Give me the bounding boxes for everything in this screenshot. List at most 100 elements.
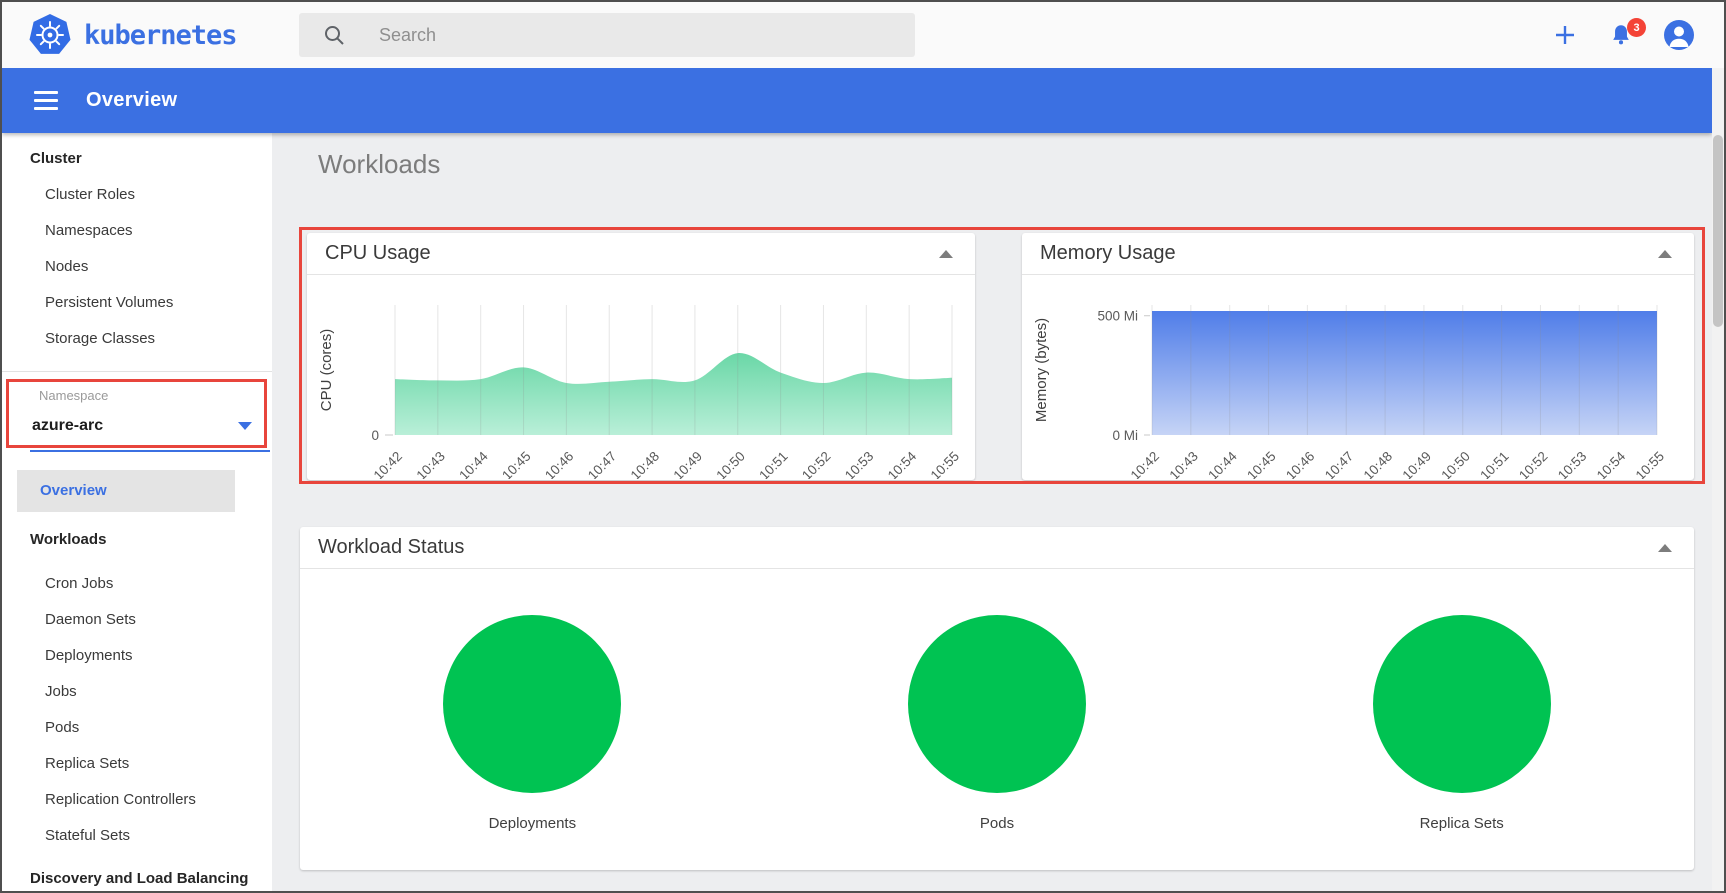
search-icon <box>325 26 344 45</box>
svg-text:10:44: 10:44 <box>456 448 491 479</box>
content-title: Workloads <box>318 149 441 179</box>
svg-text:10:55: 10:55 <box>928 449 963 479</box>
svg-text:10:49: 10:49 <box>1400 449 1435 479</box>
status-pie-deployments <box>443 615 622 793</box>
sidebar-item-cluster-roles[interactable]: Cluster Roles <box>45 186 136 203</box>
workload-status-deployments: Deployments <box>300 569 765 869</box>
svg-text:10:48: 10:48 <box>1361 449 1396 479</box>
svg-text:10:49: 10:49 <box>671 449 706 479</box>
workload-status-card-header: Workload Status <box>300 527 1694 569</box>
svg-text:10:50: 10:50 <box>713 449 748 479</box>
memory-usage-card-header: Memory Usage <box>1022 233 1694 275</box>
svg-text:10:47: 10:47 <box>1322 449 1357 479</box>
collapse-memory-button[interactable] <box>1654 246 1676 262</box>
svg-text:10:45: 10:45 <box>499 449 534 479</box>
collapse-cpu-button[interactable] <box>935 246 957 262</box>
sidebar-section-cluster: Cluster <box>30 150 82 167</box>
workload-status-card: Workload Status Deployments Pods Replica S… <box>300 527 1694 870</box>
sidebar-item-persistent-volumes[interactable]: Persistent Volumes <box>45 294 174 311</box>
namespace-select-value-row[interactable]: azure-arc <box>2 408 272 444</box>
namespace-select-value: azure-arc <box>32 417 104 434</box>
workload-status-title: Workload Status <box>318 536 465 558</box>
svg-text:10:54: 10:54 <box>1594 448 1629 479</box>
notifications-badge: 3 <box>1627 18 1646 37</box>
account-button[interactable] <box>1664 20 1694 50</box>
kubernetes-home-link[interactable]: kubernetes <box>28 13 238 57</box>
cpu-usage-y-axis-label: CPU (cores) <box>318 329 335 412</box>
memory-usage-y-axis-label: Memory (bytes) <box>1033 318 1050 422</box>
cpu-usage-chart-area: 10:42 10:43 10:44 10:45 10:46 10:47 10:48 10:49… <box>307 275 975 479</box>
sidebar-item-deployments[interactable]: Deployments <box>45 647 133 664</box>
create-button[interactable] <box>1552 22 1578 48</box>
sidebar-item-jobs[interactable]: Jobs <box>45 683 77 700</box>
namespace-select-label: Namespace <box>39 388 109 403</box>
sidebar: Cluster Cluster Roles Namespaces Nodes Pers… <box>2 133 272 891</box>
sidebar-workloads-items: Cron Jobs Daemon Sets Deployments Jobs Pods R… <box>2 566 272 854</box>
menu-button[interactable] <box>32 91 60 110</box>
topbar-actions: 3 <box>1552 2 1694 68</box>
kubernetes-logo-icon <box>29 14 71 54</box>
sidebar-item-namespaces[interactable]: Namespaces <box>45 222 133 239</box>
collapse-arrow-icon <box>1658 543 1672 552</box>
sidebar-item-overview[interactable]: Overview <box>17 470 235 512</box>
memory-usage-title: Memory Usage <box>1040 242 1176 264</box>
user-avatar-icon <box>1664 20 1694 50</box>
svg-text:10:50: 10:50 <box>1438 449 1473 479</box>
sidebar-section-discovery: Discovery and Load Balancing <box>30 870 249 887</box>
bell-icon <box>1613 25 1629 45</box>
sidebar-item-replica-sets[interactable]: Replica Sets <box>45 755 130 772</box>
svg-text:10:47: 10:47 <box>585 449 620 479</box>
namespace-select-underline <box>30 450 270 452</box>
svg-text:10:44: 10:44 <box>1205 448 1240 479</box>
search-input[interactable] <box>379 24 819 46</box>
sidebar-item-nodes[interactable]: Nodes <box>45 258 89 275</box>
cpu-usage-card-header: CPU Usage <box>307 233 975 275</box>
svg-text:10:54: 10:54 <box>885 448 920 479</box>
top-bar: kubernetes 3 <box>2 2 1724 68</box>
svg-text:10:48: 10:48 <box>628 449 663 479</box>
notifications-button[interactable]: 3 <box>1608 18 1646 48</box>
sidebar-item-stateful-sets[interactable]: Stateful Sets <box>45 827 131 844</box>
main-content: Workloads CPU Usage 10:42 10:43 10:44 10:45… <box>272 133 1712 891</box>
sidebar-item-daemon-sets[interactable]: Daemon Sets <box>45 611 136 628</box>
svg-text:10:53: 10:53 <box>1555 449 1590 479</box>
svg-text:10:52: 10:52 <box>1516 449 1551 479</box>
status-pie-replica-sets <box>1372 615 1551 793</box>
svg-text:10:46: 10:46 <box>542 449 577 479</box>
brand-name: kubernetes <box>84 19 238 51</box>
sidebar-item-replication-controllers[interactable]: Replication Controllers <box>45 791 196 808</box>
cpu-usage-title: CPU Usage <box>325 242 431 264</box>
collapse-workload-status-button[interactable] <box>1654 540 1676 556</box>
svg-text:10:42: 10:42 <box>1128 449 1163 479</box>
svg-text:0 Mi: 0 Mi <box>1112 428 1138 443</box>
search-bar[interactable] <box>299 13 915 57</box>
svg-text:10:46: 10:46 <box>1283 449 1318 479</box>
workload-status-replica-sets: Replica Sets <box>1229 569 1694 869</box>
svg-text:10:53: 10:53 <box>842 449 877 479</box>
scrollbar-thumb[interactable] <box>1713 135 1723 327</box>
cpu-usage-chart: 10:42 10:43 10:44 10:45 10:46 10:47 10:48 10:49… <box>318 305 963 479</box>
memory-usage-chart-area: 10:42 10:43 10:44 10:45 10:46 10:47 10:48 10:49… <box>1022 275 1694 479</box>
memory-usage-chart: 10:42 10:43 10:44 10:45 10:46 10:47 10:48 10:49… <box>1033 305 1667 479</box>
status-label-pods: Pods <box>979 815 1015 832</box>
status-pie-pods <box>908 615 1086 793</box>
scrollbar-track[interactable] <box>1712 68 1724 891</box>
status-label-replica-sets: Replica Sets <box>1419 815 1504 832</box>
sidebar-item-storage-classes[interactable]: Storage Classes <box>45 330 156 347</box>
page-title: Overview <box>86 89 178 111</box>
namespace-select[interactable]: Namespace azure-arc <box>2 372 272 452</box>
app-bar: Overview <box>2 68 1712 133</box>
svg-text:10:43: 10:43 <box>413 449 448 479</box>
hamburger-icon <box>34 91 58 110</box>
svg-text:10:51: 10:51 <box>756 449 791 479</box>
plus-icon <box>1556 26 1574 44</box>
sidebar-cluster-items: Cluster Roles Namespaces Nodes Persistent V… <box>2 177 272 357</box>
chevron-down-icon <box>238 422 252 430</box>
sidebar-divider <box>2 371 272 372</box>
sidebar-item-pods[interactable]: Pods <box>45 719 80 736</box>
svg-text:10:51: 10:51 <box>1477 449 1512 479</box>
sidebar-item-cron-jobs[interactable]: Cron Jobs <box>45 575 114 592</box>
svg-text:10:43: 10:43 <box>1166 449 1201 479</box>
cpu-usage-card: CPU Usage 10:42 10:43 10:44 10:45 10:46 10:47… <box>307 233 975 480</box>
